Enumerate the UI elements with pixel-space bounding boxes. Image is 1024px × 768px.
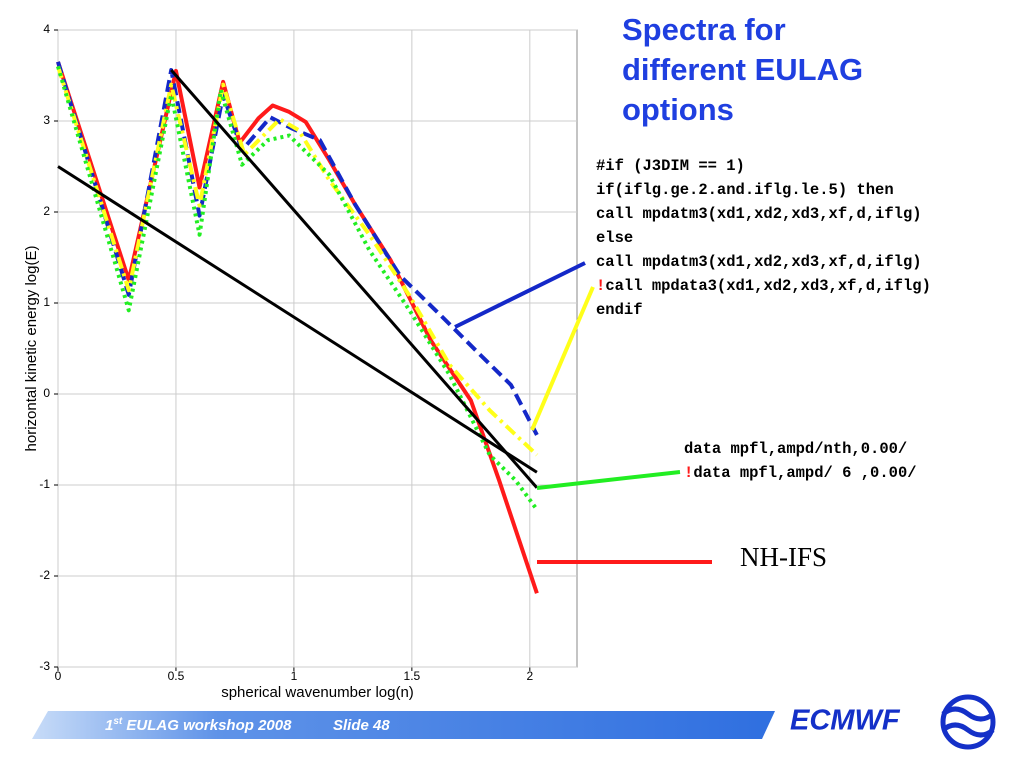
- x-tick-label: 1: [291, 669, 298, 683]
- footer-band: [32, 711, 775, 739]
- x-tick-label: 1.5: [404, 669, 421, 683]
- code-text: else: [596, 229, 633, 247]
- code-text: endif: [596, 301, 643, 319]
- series-line: [170, 69, 539, 489]
- footer-slide: Slide 48: [333, 717, 390, 734]
- series-line: [56, 61, 539, 594]
- plot-frame: [57, 29, 578, 668]
- y-tick-label: 4: [43, 22, 50, 36]
- series-line: [56, 65, 539, 511]
- x-tick-label: 0: [55, 669, 62, 683]
- leader-line: [536, 470, 681, 490]
- leader-line: [530, 286, 595, 431]
- code-line: !call mpdata3(xd1,xd2,xd3,xf,d,iflg): [596, 277, 931, 295]
- y-tick-label: 3: [43, 113, 50, 127]
- code-line: call mpdatm3(xd1,xd2,xd3,xf,d,iflg): [596, 253, 922, 271]
- y-axis-label: horizontal kinetic energy log(E): [23, 246, 40, 452]
- code-text: call mpdatm3(xd1,xd2,xd3,xf,d,iflg): [596, 253, 922, 271]
- x-axis-label: spherical wavenumber log(n): [221, 684, 414, 701]
- slide-title: Spectra for: [622, 12, 786, 47]
- code-line: if(iflg.ge.2.and.iflg.le.5) then: [596, 181, 894, 199]
- y-tick-label: 2: [43, 204, 50, 218]
- code-text: data mpfl,ampd/ 6 ,0.00/: [693, 464, 916, 482]
- logo-text: ECMWF: [790, 705, 901, 737]
- x-tick-label: 0.5: [168, 669, 185, 683]
- slide-title: options: [622, 92, 734, 127]
- code-line: call mpdatm3(xd1,xd2,xd3,xf,d,iflg): [596, 205, 922, 223]
- slide-title: different EULAG: [622, 52, 863, 87]
- footer-title: EULAG workshop 2008: [122, 717, 292, 734]
- series-line: [57, 165, 538, 474]
- code-line: #if (J3DIM == 1): [596, 157, 745, 175]
- code-text: #if (J3DIM == 1): [596, 157, 745, 175]
- code-line: !data mpfl,ampd/ 6 ,0.00/: [684, 464, 917, 482]
- series-line: [56, 65, 539, 457]
- code-text: call mpdatm3(xd1,xd2,xd3,xf,d,iflg): [596, 205, 922, 223]
- annotations: Spectra for different EULAG options #if (J3…: [454, 12, 931, 572]
- code-text: data mpfl,ampd/nth,0.00/: [684, 440, 907, 458]
- nh-label: NH-IFS: [740, 542, 827, 572]
- x-tick-label: 2: [526, 669, 533, 683]
- y-tick-label: 0: [43, 386, 50, 400]
- code-line: data mpfl,ampd/nth,0.00/: [684, 440, 907, 458]
- logo-mark: [940, 694, 996, 750]
- footer-sup: st: [113, 716, 123, 727]
- code-line: endif: [596, 301, 643, 319]
- leader-line: [454, 261, 586, 329]
- plot: 0 0.5 1 1.5 2 -3 -2 -1 0 1 2 3 4 spherical wavenumber…: [23, 22, 578, 701]
- code-text: if(iflg.ge.2.and.iflg.le.5) then: [596, 181, 894, 199]
- code-mark: !: [596, 277, 605, 295]
- code-line: else: [596, 229, 633, 247]
- code-mark: !: [684, 464, 693, 482]
- footer-number: 1: [105, 717, 113, 734]
- code-text: call mpdata3(xd1,xd2,xd3,xf,d,iflg): [605, 277, 931, 295]
- y-tick-label: -1: [39, 477, 50, 491]
- footer-text: 1st EULAG workshop 2008: [105, 716, 292, 734]
- y-tick-label: -2: [39, 568, 50, 582]
- y-tick-label: 1: [43, 295, 50, 309]
- y-tick-label: -3: [39, 659, 50, 673]
